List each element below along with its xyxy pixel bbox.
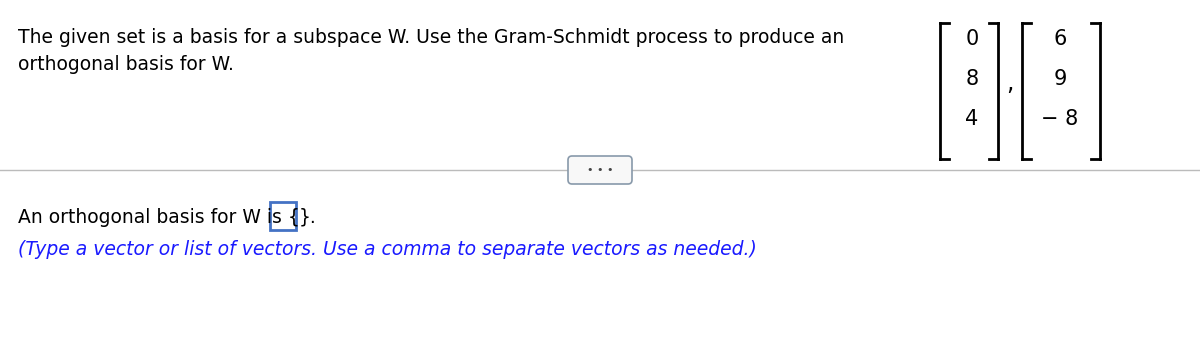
Text: The given set is a basis for a subspace W. Use the Gram-Schmidt process to produ: The given set is a basis for a subspace …: [18, 28, 845, 47]
FancyBboxPatch shape: [270, 202, 296, 230]
Text: ,: ,: [1006, 71, 1013, 95]
Text: orthogonal basis for W.: orthogonal basis for W.: [18, 55, 234, 74]
Text: (Type a vector or list of vectors. Use a comma to separate vectors as needed.): (Type a vector or list of vectors. Use a…: [18, 240, 757, 259]
Text: }.: }.: [299, 208, 317, 227]
Text: 8: 8: [966, 69, 978, 89]
Text: 6: 6: [1054, 29, 1067, 49]
Text: • • •: • • •: [587, 165, 613, 175]
Text: 9: 9: [1054, 69, 1067, 89]
FancyBboxPatch shape: [568, 156, 632, 184]
Text: − 8: − 8: [1042, 109, 1079, 129]
Text: An orthogonal basis for W is {: An orthogonal basis for W is {: [18, 208, 300, 227]
Text: 4: 4: [965, 109, 979, 129]
Text: 0: 0: [965, 29, 979, 49]
